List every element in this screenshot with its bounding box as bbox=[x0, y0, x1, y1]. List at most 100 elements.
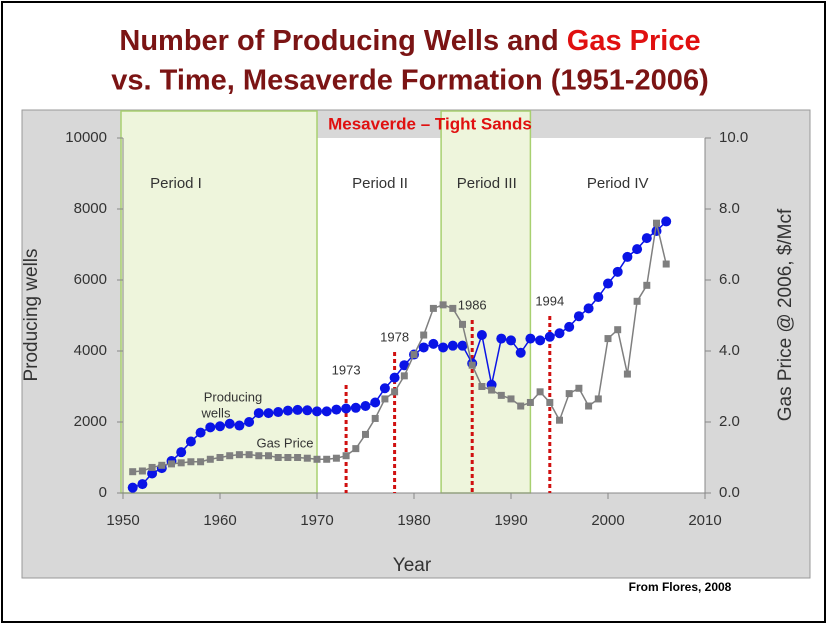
point bbox=[265, 452, 272, 460]
point bbox=[331, 404, 342, 415]
point bbox=[583, 303, 594, 314]
point bbox=[371, 414, 379, 422]
point bbox=[604, 335, 612, 343]
point bbox=[138, 467, 146, 475]
y-tick-label: 0 bbox=[99, 484, 107, 501]
point bbox=[341, 403, 352, 414]
point bbox=[273, 407, 284, 418]
point bbox=[147, 468, 158, 479]
point bbox=[593, 292, 604, 303]
point bbox=[391, 388, 399, 396]
point bbox=[244, 417, 255, 427]
x-tick-label: 2000 bbox=[591, 512, 624, 529]
point bbox=[274, 454, 282, 461]
point bbox=[488, 386, 496, 394]
point bbox=[360, 401, 371, 412]
point bbox=[313, 455, 321, 463]
point bbox=[418, 342, 429, 353]
point bbox=[420, 331, 428, 339]
y2-tick-label: 6.0 bbox=[719, 271, 740, 288]
point bbox=[429, 304, 437, 312]
point bbox=[641, 233, 652, 244]
point bbox=[185, 436, 196, 447]
point bbox=[206, 455, 214, 463]
point bbox=[643, 281, 651, 289]
event-label: 1973 bbox=[332, 362, 361, 377]
point bbox=[603, 278, 613, 289]
point bbox=[197, 458, 205, 466]
title-part: Gas Price bbox=[567, 25, 701, 57]
point bbox=[342, 452, 350, 460]
point bbox=[556, 416, 563, 424]
point bbox=[459, 320, 466, 328]
point bbox=[585, 402, 593, 410]
point bbox=[129, 468, 137, 476]
point bbox=[496, 333, 507, 344]
point bbox=[544, 331, 555, 342]
point bbox=[399, 360, 410, 371]
point bbox=[525, 333, 536, 344]
point bbox=[294, 454, 302, 461]
point bbox=[148, 463, 156, 471]
annotation: Producing bbox=[204, 389, 263, 404]
point bbox=[526, 398, 534, 406]
point bbox=[158, 461, 166, 469]
point bbox=[215, 421, 225, 432]
point bbox=[438, 342, 449, 353]
point bbox=[476, 330, 487, 341]
point bbox=[653, 219, 660, 227]
period-label: Period III bbox=[457, 175, 517, 192]
point bbox=[515, 347, 526, 358]
point bbox=[205, 422, 216, 433]
point bbox=[381, 395, 389, 403]
point bbox=[389, 372, 400, 383]
point bbox=[662, 260, 670, 268]
x-axis-title: Year bbox=[393, 555, 432, 576]
point bbox=[284, 454, 292, 461]
annotation: wells bbox=[201, 405, 231, 420]
point bbox=[195, 427, 206, 438]
point bbox=[536, 388, 544, 396]
point bbox=[447, 340, 458, 351]
point bbox=[410, 351, 418, 359]
point bbox=[506, 335, 516, 346]
point bbox=[612, 266, 623, 277]
point bbox=[573, 311, 584, 322]
point bbox=[303, 454, 311, 462]
point bbox=[468, 361, 476, 369]
point bbox=[263, 408, 274, 419]
point bbox=[321, 406, 332, 417]
point bbox=[224, 418, 235, 429]
x-tick-label: 1990 bbox=[494, 512, 527, 529]
point bbox=[478, 383, 486, 390]
point bbox=[517, 402, 525, 410]
y-tick-label: 8000 bbox=[74, 200, 107, 217]
point bbox=[565, 390, 573, 398]
point bbox=[632, 244, 643, 255]
point bbox=[176, 447, 187, 458]
period-label: Period IV bbox=[587, 175, 649, 192]
chart-title: Number of Producing Wells and Gas Price bbox=[119, 25, 700, 57]
point bbox=[564, 321, 575, 332]
point bbox=[535, 335, 546, 346]
point bbox=[507, 395, 515, 403]
point bbox=[234, 420, 245, 431]
point bbox=[253, 408, 264, 419]
x-tick-label: 1970 bbox=[300, 512, 333, 529]
x-tick-label: 2010 bbox=[688, 512, 721, 529]
point bbox=[379, 383, 390, 394]
point bbox=[614, 326, 622, 334]
event-label: 1994 bbox=[535, 293, 564, 308]
point bbox=[633, 297, 641, 305]
y2-axis-title: Gas Price @ 2006, $/Mcf bbox=[775, 208, 796, 421]
point bbox=[661, 216, 672, 227]
point bbox=[245, 451, 253, 459]
y2-tick-label: 2.0 bbox=[719, 413, 740, 430]
point bbox=[168, 460, 175, 468]
point bbox=[449, 304, 457, 312]
point bbox=[575, 384, 583, 392]
point bbox=[255, 452, 263, 460]
point bbox=[177, 459, 185, 467]
point bbox=[623, 370, 631, 378]
point bbox=[457, 340, 468, 351]
